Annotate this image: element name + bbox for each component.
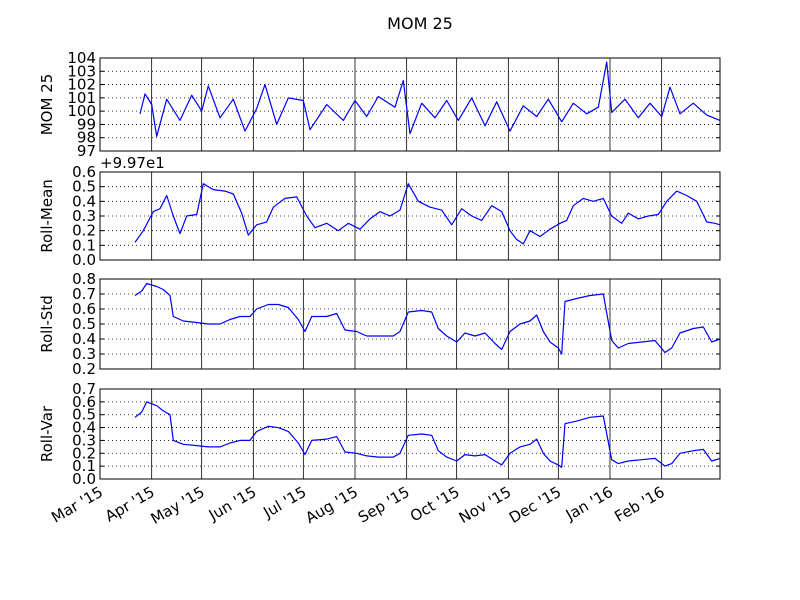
x-tick-label: Jul '15	[260, 483, 310, 522]
y-tick-label: 0.5	[72, 315, 96, 333]
y-axis-label: Roll-Mean	[38, 179, 56, 253]
y-tick-label: 0.5	[72, 406, 96, 424]
y-tick-label: 101	[67, 89, 96, 107]
y-tick-label: 0.3	[72, 431, 96, 449]
y-axis-label: Roll-Std	[38, 295, 56, 353]
y-tick-label: 102	[67, 76, 96, 94]
y-tick-label: 0.4	[72, 330, 96, 348]
y-tick-label: 0.6	[72, 163, 96, 181]
x-tick-label: Feb '16	[611, 483, 667, 526]
y-tick-label: 0.2	[72, 222, 96, 240]
y-tick-label: 103	[67, 62, 96, 80]
series-line-roll-std	[134, 282, 721, 355]
y-tick-label: 97	[77, 142, 96, 160]
axes-frame	[99, 278, 721, 370]
x-tick-label: Apr '15	[102, 483, 158, 526]
y-tick-label: 0.3	[72, 207, 96, 225]
y-tick-label: 0.0	[72, 470, 96, 488]
chart-title: MOM 25	[387, 14, 453, 33]
x-tick-label: Aug '15	[302, 483, 361, 527]
x-tick-label: Dec '15	[506, 483, 564, 527]
y-tick-label: 0.2	[72, 444, 96, 462]
y-axis-label: Roll-Var	[38, 405, 56, 462]
series-line-roll-mean	[134, 183, 721, 245]
y-tick-label: 0.1	[72, 236, 96, 254]
y-tick-label: 0.3	[72, 345, 96, 363]
x-tick-label: May '15	[148, 483, 208, 528]
y-tick-label: 0.2	[72, 360, 96, 378]
y-tick-label: 0.0	[72, 251, 96, 269]
y-tick-label: 98	[77, 129, 96, 147]
y-axis-label: MOM 25	[38, 74, 56, 136]
x-tick-label: Sep '15	[355, 483, 413, 527]
x-tick-label: Nov '15	[456, 483, 515, 527]
axes-frame	[99, 171, 721, 261]
y-tick-label: 0.7	[72, 285, 96, 303]
y-tick-label: 0.6	[72, 393, 96, 411]
y-tick-label: 0.7	[72, 380, 96, 398]
x-tick-label: Jan '16	[562, 483, 616, 525]
y-tick-label: 0.4	[72, 419, 96, 437]
y-tick-label: 99	[77, 115, 96, 133]
series-line-roll-var	[134, 401, 721, 468]
x-tick-label: Jun '15	[205, 483, 259, 525]
y-offset-label: +9.97e1	[100, 154, 165, 172]
y-tick-label: 100	[67, 102, 96, 120]
x-tick-label: Oct '15	[407, 483, 463, 526]
y-tick-label: 0.8	[72, 270, 96, 288]
y-tick-label: 0.1	[72, 457, 96, 475]
axes-frame	[99, 388, 721, 480]
axes-frame	[99, 57, 721, 152]
y-tick-label: 104	[67, 49, 96, 67]
series-line-mom-25	[139, 61, 721, 137]
y-tick-label: 0.6	[72, 300, 96, 318]
y-tick-label: 0.5	[72, 178, 96, 196]
x-tick-label: Mar '15	[48, 483, 106, 527]
y-tick-label: 0.4	[72, 192, 96, 210]
